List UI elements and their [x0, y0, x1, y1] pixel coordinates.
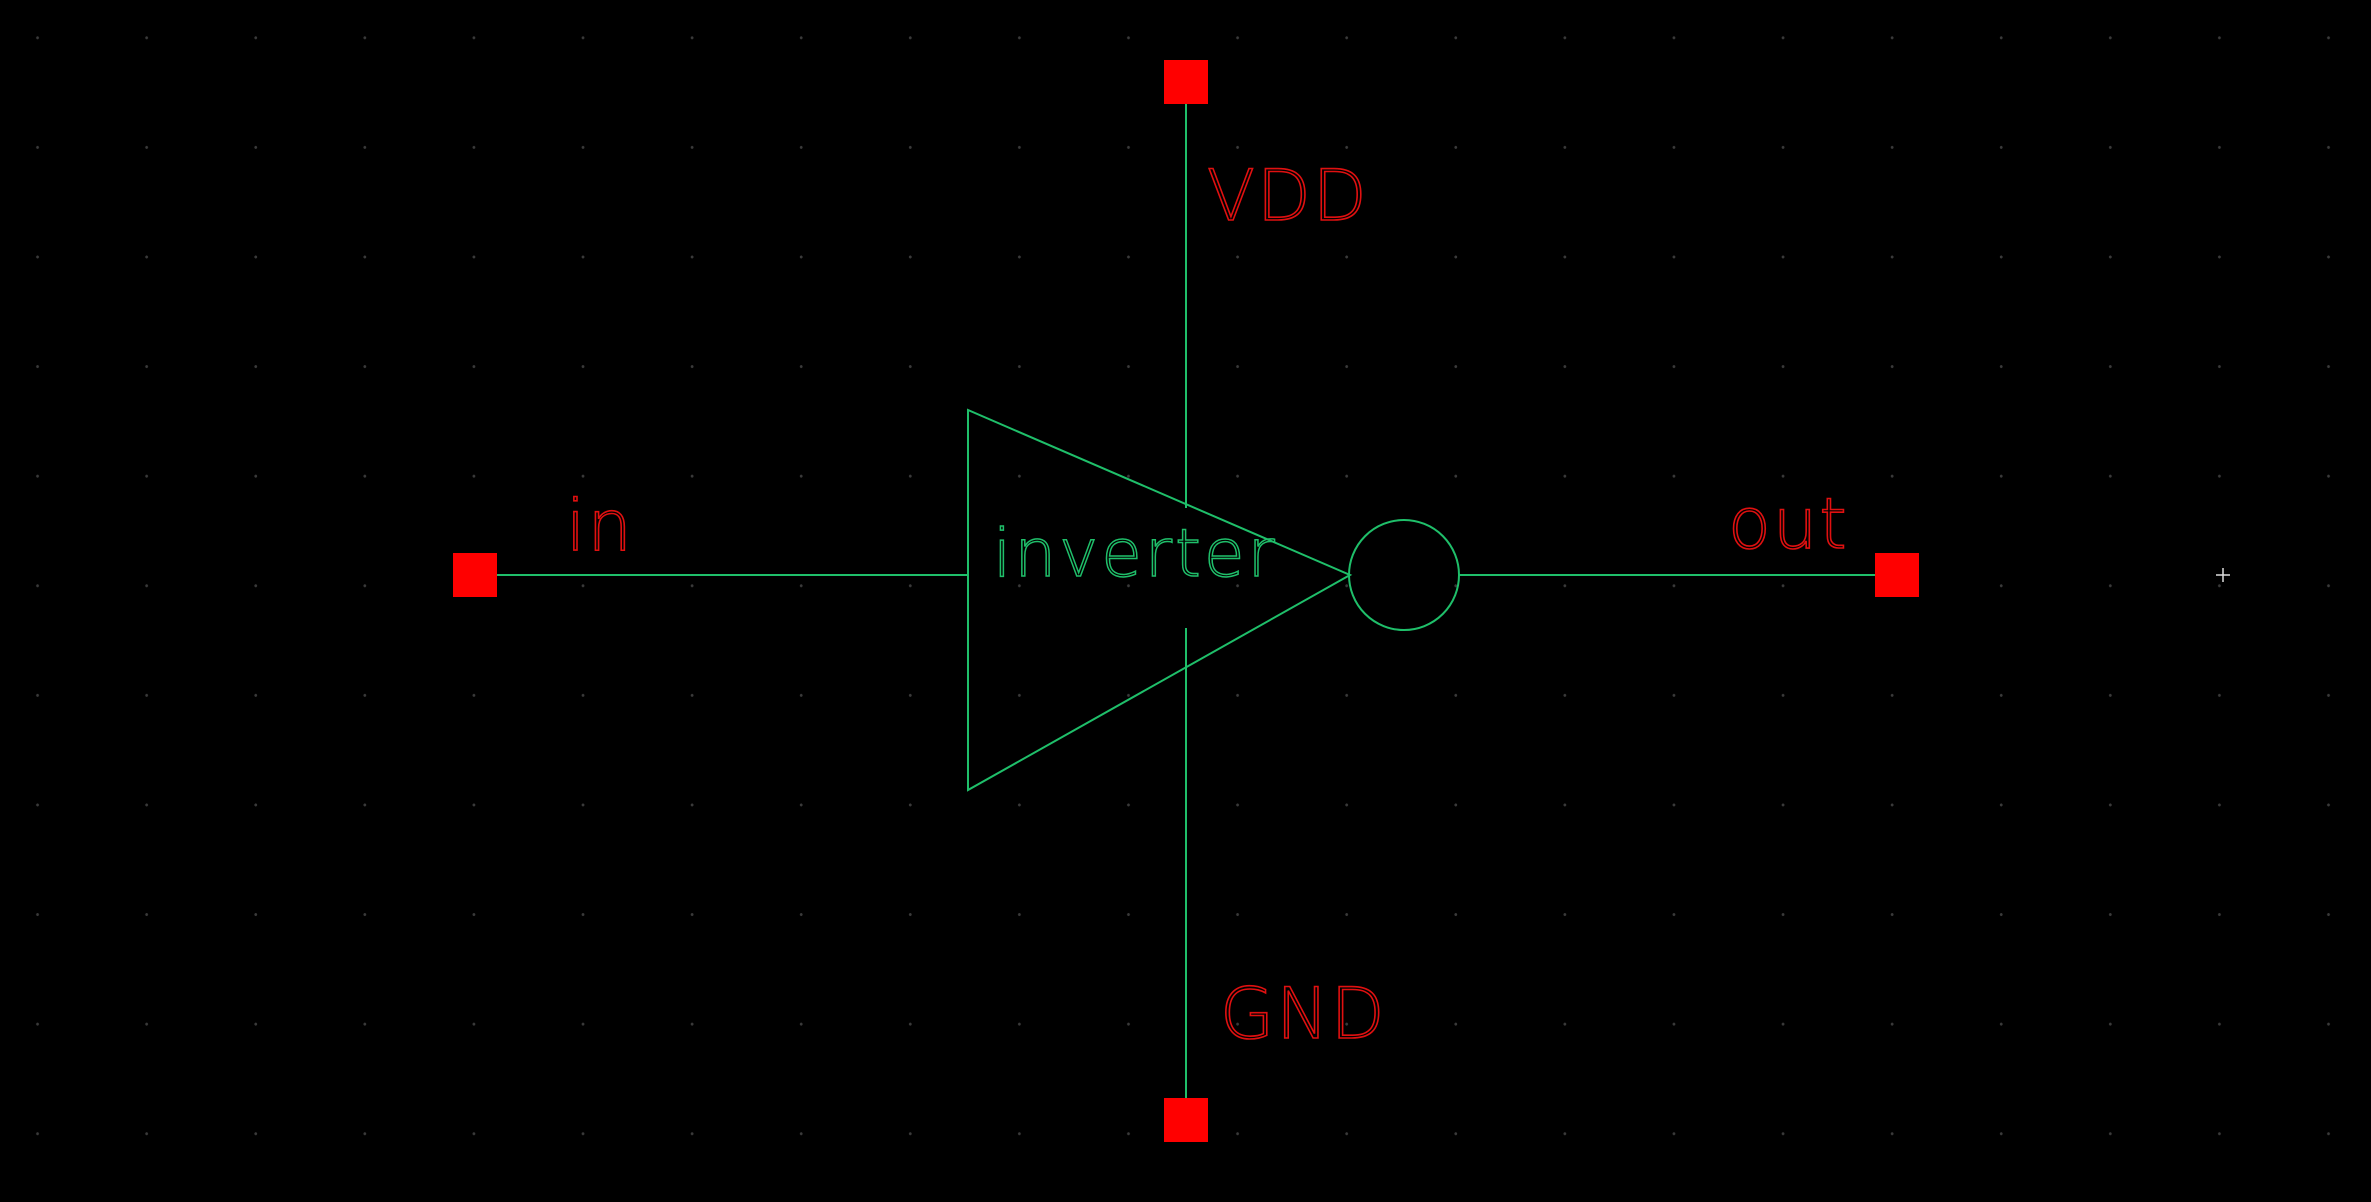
- output-pin[interactable]: [1875, 553, 1919, 597]
- cell-name-label: inverter: [993, 515, 1278, 592]
- gnd-pin[interactable]: [1164, 1098, 1208, 1142]
- input-pin-label: in: [566, 485, 634, 567]
- vdd-pin-label: VDD: [1207, 155, 1369, 237]
- input-pin[interactable]: [453, 553, 497, 597]
- crosshair-cursor-icon: [2216, 568, 2230, 582]
- inverter-bubble-symbol[interactable]: [1348, 519, 1460, 631]
- gnd-pin-label: GND: [1220, 973, 1387, 1055]
- vdd-pin[interactable]: [1164, 60, 1208, 104]
- inverter-triangle-symbol[interactable]: [967, 408, 1353, 792]
- output-pin-label: out: [1728, 483, 1849, 565]
